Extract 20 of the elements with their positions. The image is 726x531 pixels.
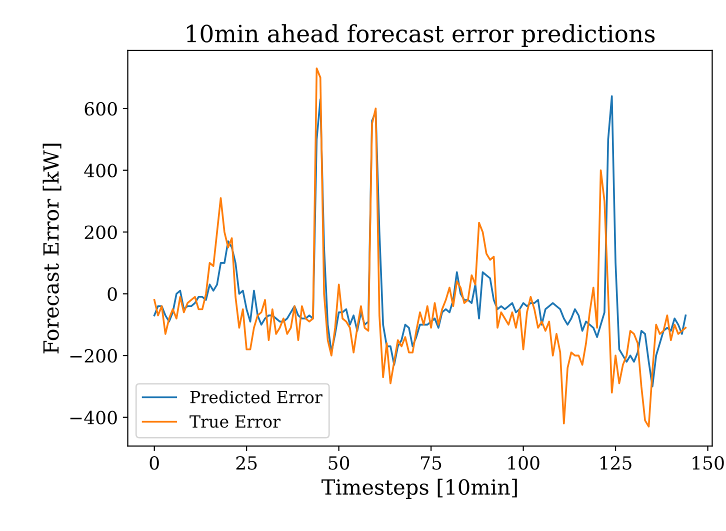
y-tick-label: 400 — [84, 164, 117, 178]
x-axis-title: Timesteps [10min] — [322, 478, 517, 499]
y-tick-label: 600 — [84, 102, 117, 116]
line-series — [153, 95, 687, 388]
legend-label: True Error — [190, 415, 281, 428]
y-axis-title: Forecast Error [kW] — [42, 144, 62, 354]
x-tick-label: 100 — [508, 456, 540, 470]
y-tick-label: 0 — [108, 287, 117, 301]
chart-title: 10min ahead forecast error predictions — [187, 24, 655, 48]
y-tick-label: −200 — [70, 349, 117, 363]
y-tick-label: −400 — [70, 410, 117, 424]
legend-label: Predicted Error — [190, 390, 322, 404]
x-tick-label: 125 — [600, 456, 632, 470]
line-series — [153, 67, 687, 428]
x-tick-label: 25 — [236, 456, 257, 470]
y-tick-label: 200 — [84, 225, 117, 240]
x-tick-label: 50 — [328, 456, 350, 470]
x-tick-label: 0 — [150, 456, 159, 470]
x-tick-label: 150 — [692, 456, 724, 470]
x-tick-label: 75 — [421, 456, 442, 470]
